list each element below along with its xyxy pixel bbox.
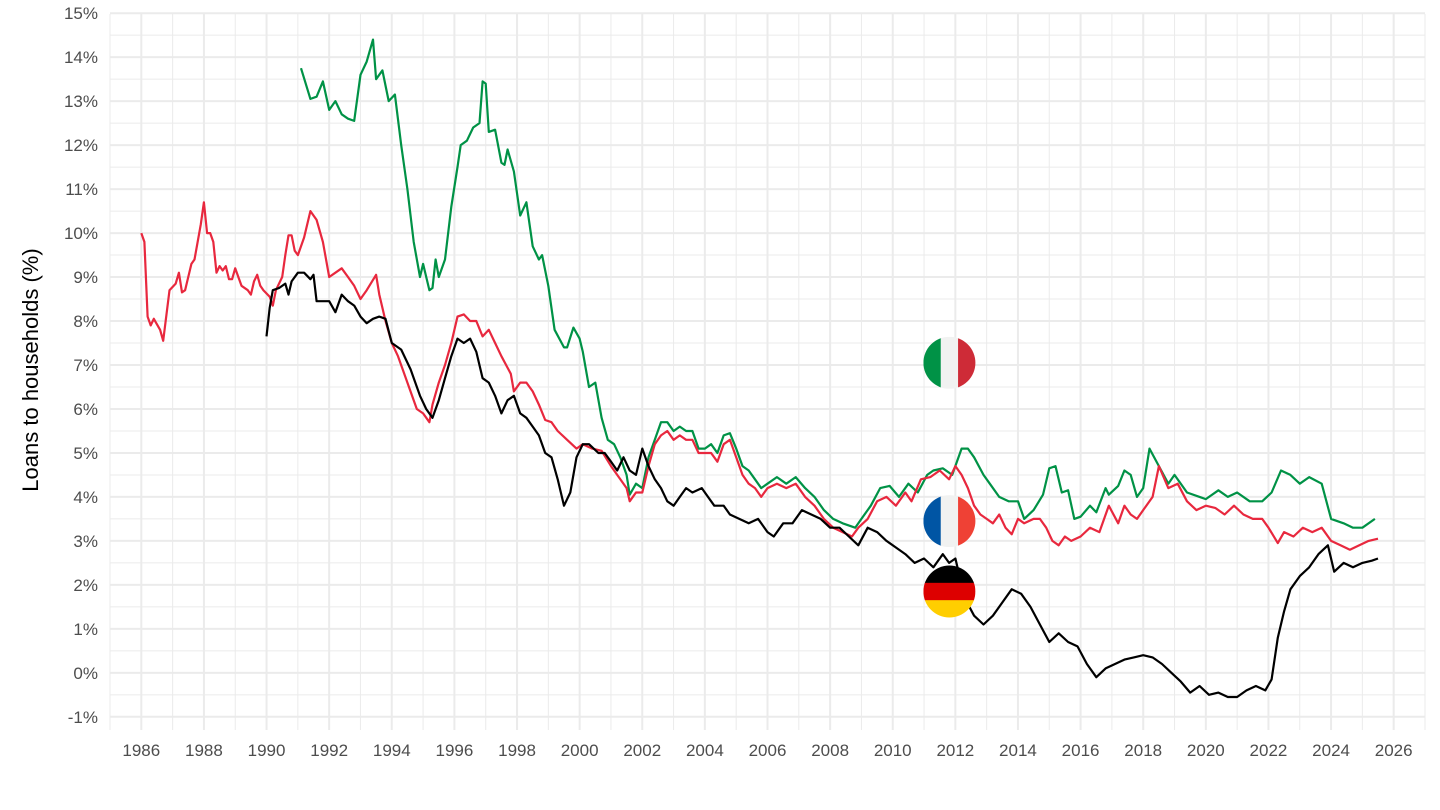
y-tick-label: 5% [73,444,98,463]
x-tick-label: 1994 [373,741,411,760]
y-tick-label: 1% [73,620,98,639]
y-tick-label: -1% [68,708,98,727]
italy-flag-icon [923,336,976,389]
y-tick-label: 6% [73,400,98,419]
x-tick-label: 2008 [811,741,849,760]
y-tick-label: 3% [73,532,98,551]
series-lines [140,38,1379,699]
x-tick-label: 1990 [248,741,286,760]
y-tick-label: 15% [64,4,98,23]
x-axis-tick-labels: 1986 1988 1990 1992 1994 1996 1998 2000 2002 2004… [122,741,1412,760]
y-tick-label: 8% [73,312,98,331]
x-tick-label: 2020 [1187,741,1225,760]
y-tick-label: 9% [73,268,98,287]
y-tick-label: 7% [73,356,98,375]
france-flag-icon [923,495,976,548]
x-tick-label: 2006 [749,741,787,760]
x-tick-label: 2012 [936,741,974,760]
germany-flag-icon [923,565,976,618]
x-tick-label: 1996 [435,741,473,760]
x-tick-label: 2016 [1062,741,1100,760]
y-tick-label: 12% [64,136,98,155]
x-tick-label: 2002 [623,741,661,760]
x-tick-label: 1988 [185,741,223,760]
y-tick-label: 11% [65,180,98,199]
country-flags [923,336,976,618]
x-tick-label: 2010 [874,741,912,760]
y-tick-label: 10% [64,224,98,243]
y-tick-label: 0% [73,664,98,683]
series-line-germany [265,271,1379,699]
x-tick-label: 2018 [1124,741,1162,760]
y-tick-label: 13% [64,92,98,111]
x-tick-label: 1992 [310,741,348,760]
y-tick-label: 14% [64,48,98,67]
x-tick-label: 2024 [1312,741,1350,760]
x-tick-label: 2000 [561,741,599,760]
series-line-france [140,201,1379,551]
x-tick-label: 1986 [122,741,160,760]
grid-lines [109,12,1426,730]
y-tick-label: 2% [73,576,98,595]
y-tick-label: 4% [73,488,98,507]
x-tick-label: 1998 [498,741,536,760]
x-tick-label: 2026 [1375,741,1413,760]
x-tick-label: 2022 [1250,741,1288,760]
x-tick-label: 2014 [999,741,1037,760]
y-axis-tick-labels: -1% 0% 1% 2% 3% 4% 5% 6% 7% 8% 9% 10% 11% 12% 13% 14% 15… [64,4,98,727]
series-line-italy [299,38,1376,529]
y-axis-title: Loans to households (%) [18,248,43,491]
x-tick-label: 2004 [686,741,724,760]
